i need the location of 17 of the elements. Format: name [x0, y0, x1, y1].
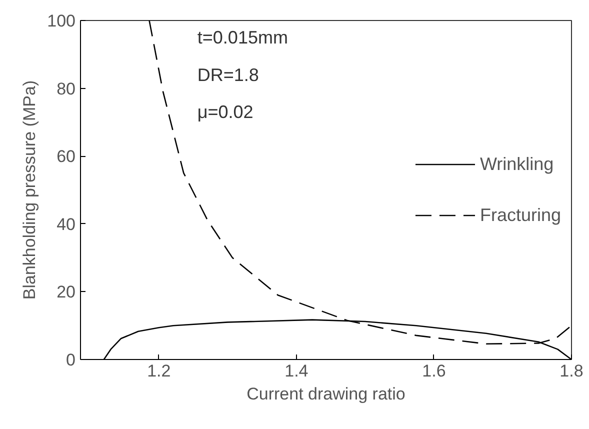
y-tick-label: 0	[66, 350, 76, 370]
annotation: μ=0.02	[197, 102, 254, 122]
x-tick-label: 1.2	[147, 362, 171, 380]
y-tick-label: 100	[47, 12, 76, 30]
x-tick-label: 1.8	[560, 362, 584, 380]
x-tick-label: 1.6	[422, 362, 446, 380]
y-tick-label: 40	[56, 214, 76, 234]
y-tick-label: 60	[56, 147, 76, 166]
annotation: DR=1.8	[197, 64, 259, 85]
y-tick-label: 80	[56, 79, 76, 98]
x-tick-label: 1.4	[284, 362, 308, 380]
annotation: t=0.015mm	[197, 28, 288, 48]
legend-label: Wrinkling	[480, 154, 554, 174]
x-axis-title: Current drawing ratio	[246, 384, 406, 404]
y-axis-title: Blankholding pressure (MPa)	[20, 80, 40, 300]
legend-label: Fracturing	[480, 204, 561, 226]
y-tick-label: 20	[56, 282, 76, 302]
